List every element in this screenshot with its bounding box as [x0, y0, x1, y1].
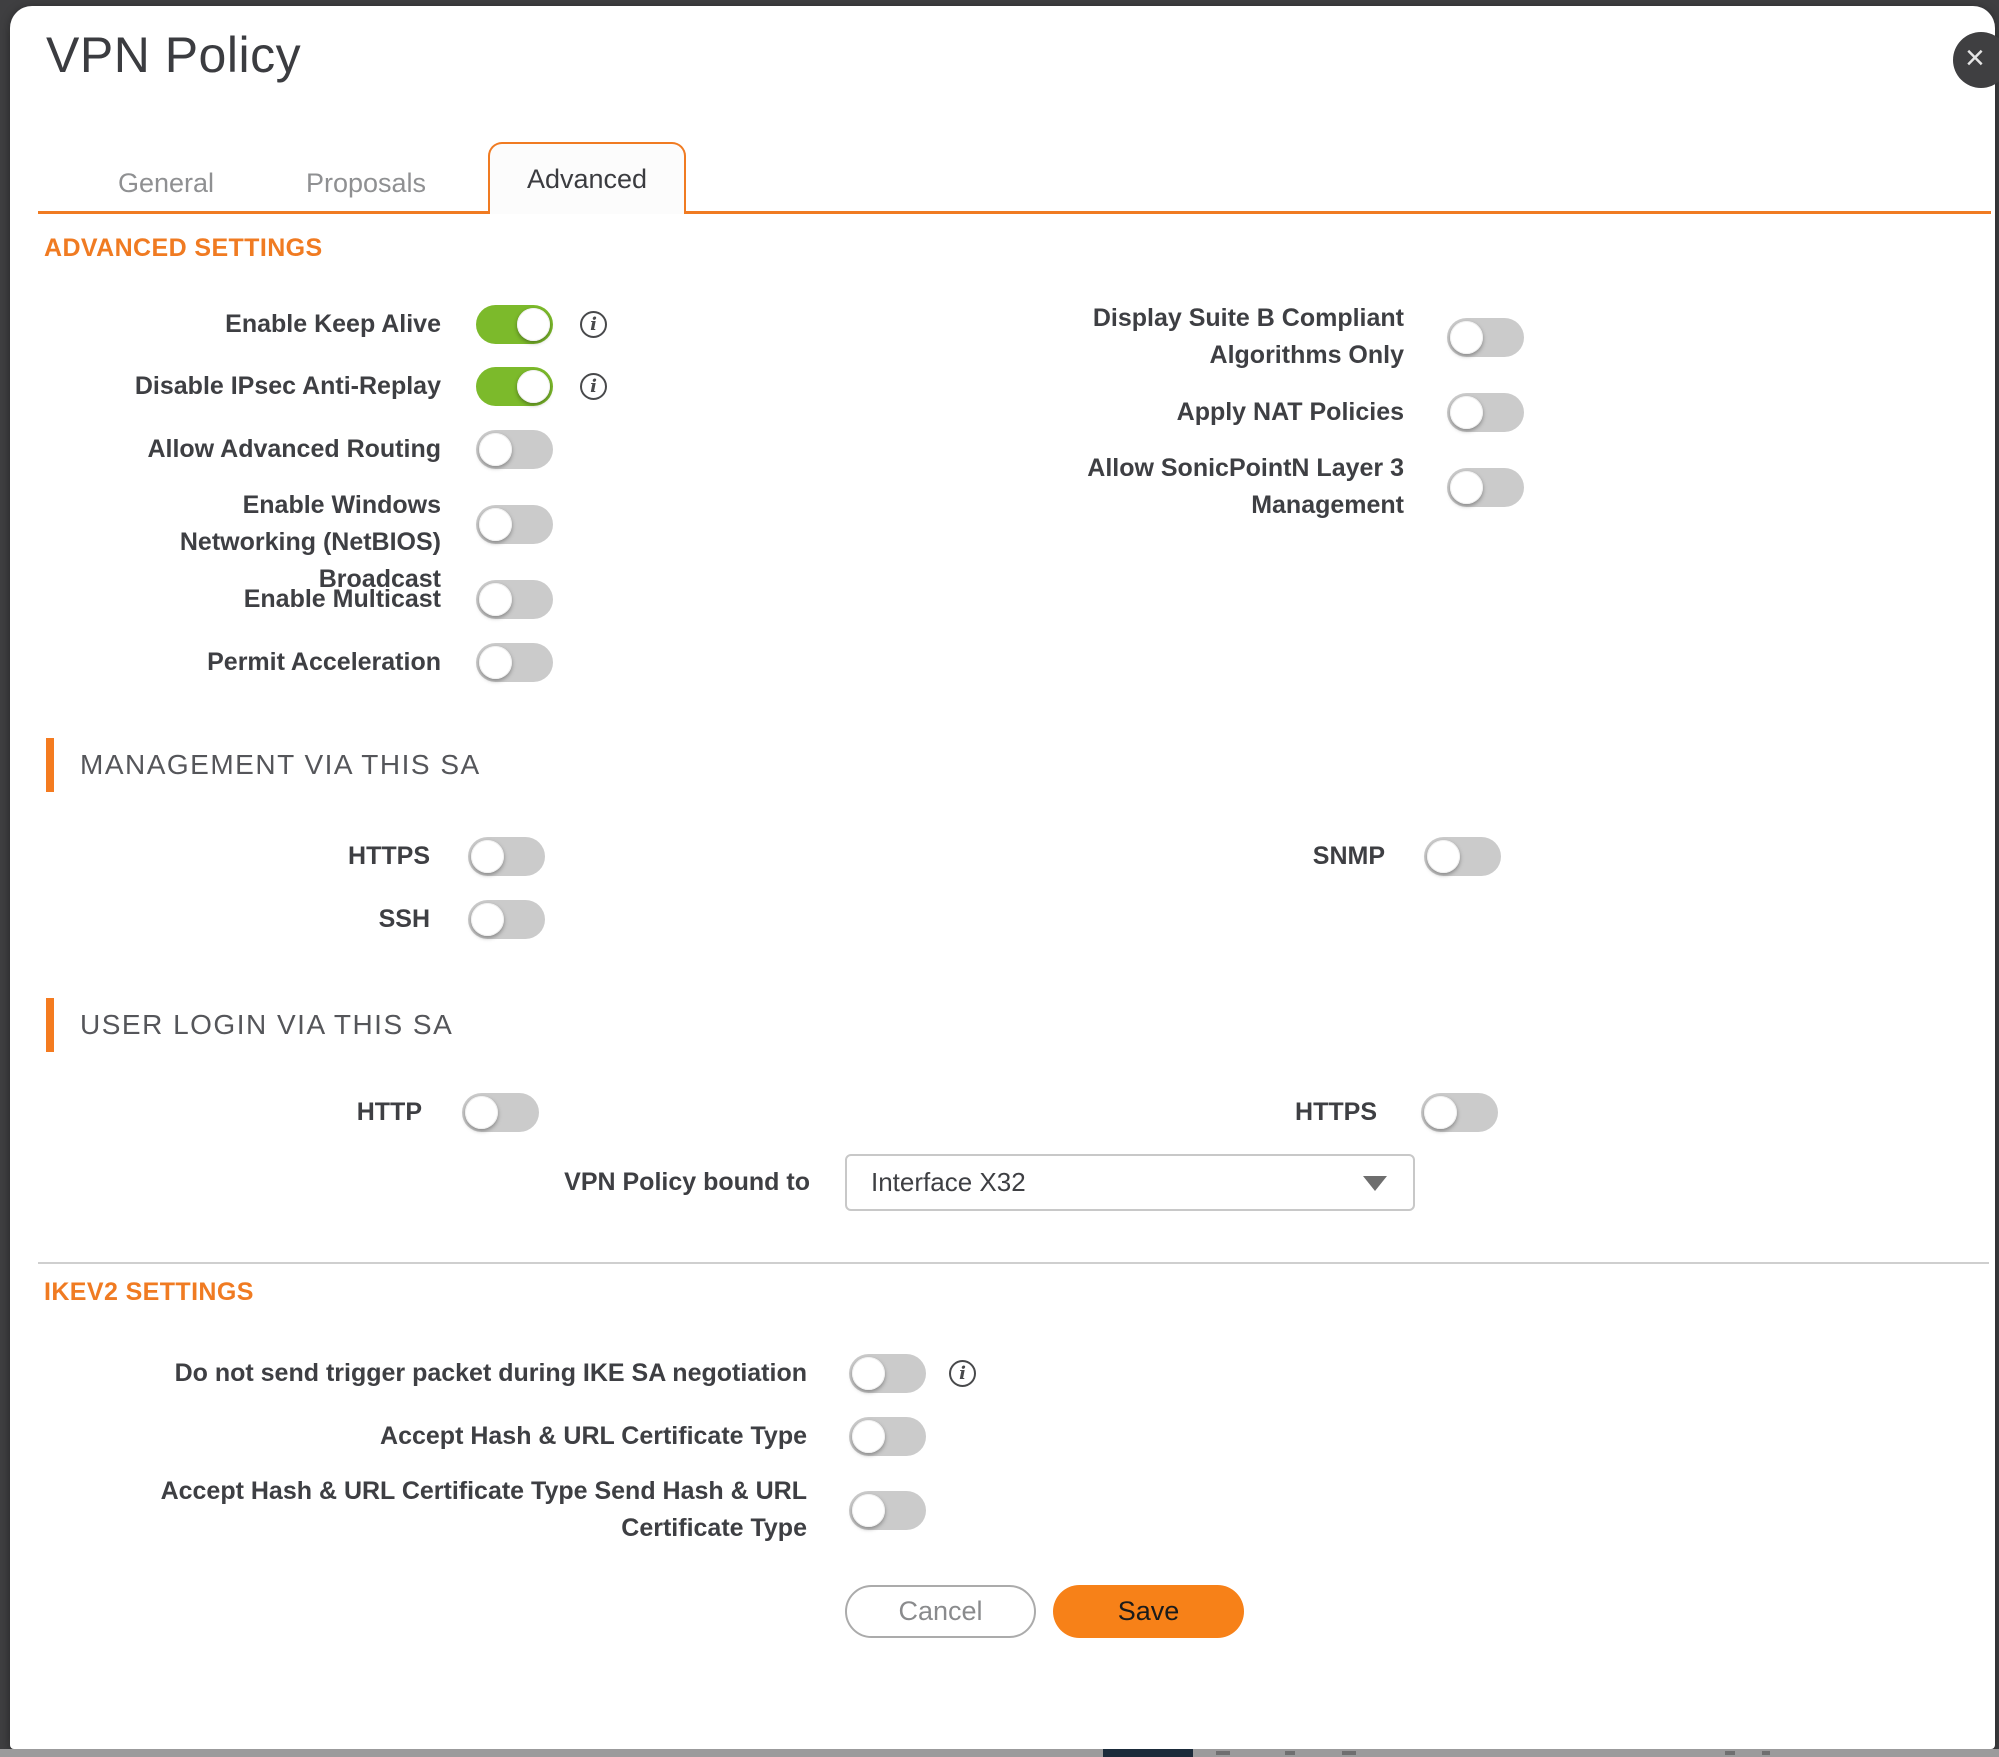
toggle-disable-ipsec-anti-replay[interactable] [476, 367, 553, 406]
toggle-knob [471, 903, 504, 936]
tab-underline [38, 211, 1991, 214]
toggle-allow-advanced-routing[interactable] [476, 430, 553, 469]
selected-interface-value: Interface X32 [871, 1167, 1026, 1197]
tab-advanced[interactable]: Advanced [488, 142, 686, 214]
info-icon[interactable] [580, 373, 607, 400]
vpn-policy-bound-to-select[interactable]: Interface X32 [845, 1154, 1415, 1211]
toggle-no-trigger-packet[interactable] [849, 1354, 926, 1393]
label-allow-advanced-routing: Allow Advanced Routing [147, 435, 441, 463]
toggle-knob [479, 433, 512, 466]
label-disable-ipsec-anti-replay: Disable IPsec Anti-Replay [134, 372, 441, 400]
toggle-knob [852, 1357, 885, 1390]
toggle-knob [517, 370, 550, 403]
toggle-mgmt-https[interactable] [468, 837, 545, 876]
toggle-knob [1450, 471, 1483, 504]
save-button[interactable]: Save [1053, 1585, 1244, 1638]
label-accept-send-hash-url: Accept Hash & URL Certificate Type Send … [160, 1477, 807, 1542]
toggle-login-https[interactable] [1421, 1093, 1498, 1132]
user-login-heading: USER LOGIN VIA THIS SA [46, 998, 453, 1052]
label-enable-multicast: Enable Multicast [243, 585, 441, 613]
toggle-knob [1450, 321, 1483, 354]
user-login-heading-text: USER LOGIN VIA THIS SA [80, 1009, 454, 1040]
label-apply-nat-policies: Apply NAT Policies [1176, 398, 1404, 426]
toggle-knob [1424, 1096, 1457, 1129]
info-icon[interactable] [580, 311, 607, 338]
label-permit-acceleration: Permit Acceleration [207, 648, 441, 676]
management-heading: MANAGEMENT VIA THIS SA [46, 738, 481, 792]
label-login-http: HTTP [356, 1098, 422, 1126]
advanced-settings-heading: ADVANCED SETTINGS [44, 234, 323, 262]
background-page-strip [0, 1749, 1999, 1757]
label-allow-sonicpointn: Allow SonicPointN Layer 3 Management [1087, 454, 1404, 519]
toggle-accept-hash-url[interactable] [849, 1417, 926, 1456]
toggle-knob [479, 646, 512, 679]
toggle-apply-nat-policies[interactable] [1447, 393, 1524, 432]
label-enable-windows-networking: Enable Windows Networking (NetBIOS) Broa… [179, 491, 441, 593]
toggle-knob [852, 1494, 885, 1527]
background-page-fragment [1725, 1751, 1735, 1755]
label-no-trigger-packet: Do not send trigger packet during IKE SA… [174, 1359, 807, 1387]
background-page-fragment [1103, 1749, 1193, 1757]
toggle-knob [1427, 840, 1460, 873]
chevron-down-icon [1363, 1176, 1387, 1191]
management-heading-text: MANAGEMENT VIA THIS SA [80, 749, 481, 780]
toggle-enable-multicast[interactable] [476, 580, 553, 619]
background-page-fragment [1342, 1751, 1356, 1755]
toggle-mgmt-ssh[interactable] [468, 900, 545, 939]
section-accent-bar [46, 998, 54, 1052]
background-page-fragment [1285, 1751, 1295, 1755]
cancel-button[interactable]: Cancel [845, 1585, 1036, 1638]
close-icon[interactable]: × [1953, 32, 1999, 88]
toggle-knob [465, 1096, 498, 1129]
toggle-display-suite-b[interactable] [1447, 318, 1524, 357]
toggle-knob [479, 508, 512, 541]
toggle-login-http[interactable] [462, 1093, 539, 1132]
toggle-knob [471, 840, 504, 873]
section-divider [38, 1262, 1989, 1264]
toggle-knob [517, 308, 550, 341]
background-page-fragment [1762, 1751, 1770, 1755]
tab-proposals[interactable]: Proposals [305, 168, 427, 198]
section-accent-bar [46, 738, 54, 792]
toggle-accept-send-hash-url[interactable] [849, 1491, 926, 1530]
background-page-fragment [1216, 1751, 1230, 1755]
toggle-knob [479, 583, 512, 616]
label-mgmt-https: HTTPS [348, 842, 430, 870]
label-display-suite-b: Display Suite B Compliant Algorithms Onl… [1092, 304, 1404, 369]
label-accept-hash-url: Accept Hash & URL Certificate Type [380, 1422, 807, 1450]
vpn-policy-dialog: VPN Policy General Proposals Advanced AD… [10, 6, 1995, 1749]
label-vpn-policy-bound-to: VPN Policy bound to [564, 1168, 810, 1196]
ikev2-settings-heading: IKEV2 SETTINGS [44, 1278, 254, 1306]
toggle-knob [852, 1420, 885, 1453]
label-login-https: HTTPS [1295, 1098, 1377, 1126]
label-mgmt-snmp: SNMP [1312, 842, 1385, 870]
toggle-mgmt-snmp[interactable] [1424, 837, 1501, 876]
info-icon[interactable] [949, 1360, 976, 1387]
toggle-allow-sonicpointn[interactable] [1447, 468, 1524, 507]
label-enable-keep-alive: Enable Keep Alive [225, 310, 441, 338]
label-mgmt-ssh: SSH [378, 905, 430, 933]
toggle-knob [1450, 396, 1483, 429]
tab-general[interactable]: General [117, 168, 215, 198]
toggle-enable-keep-alive[interactable] [476, 305, 553, 344]
toggle-enable-windows-networking[interactable] [476, 505, 553, 544]
page-title: VPN Policy [46, 27, 302, 83]
toggle-permit-acceleration[interactable] [476, 643, 553, 682]
